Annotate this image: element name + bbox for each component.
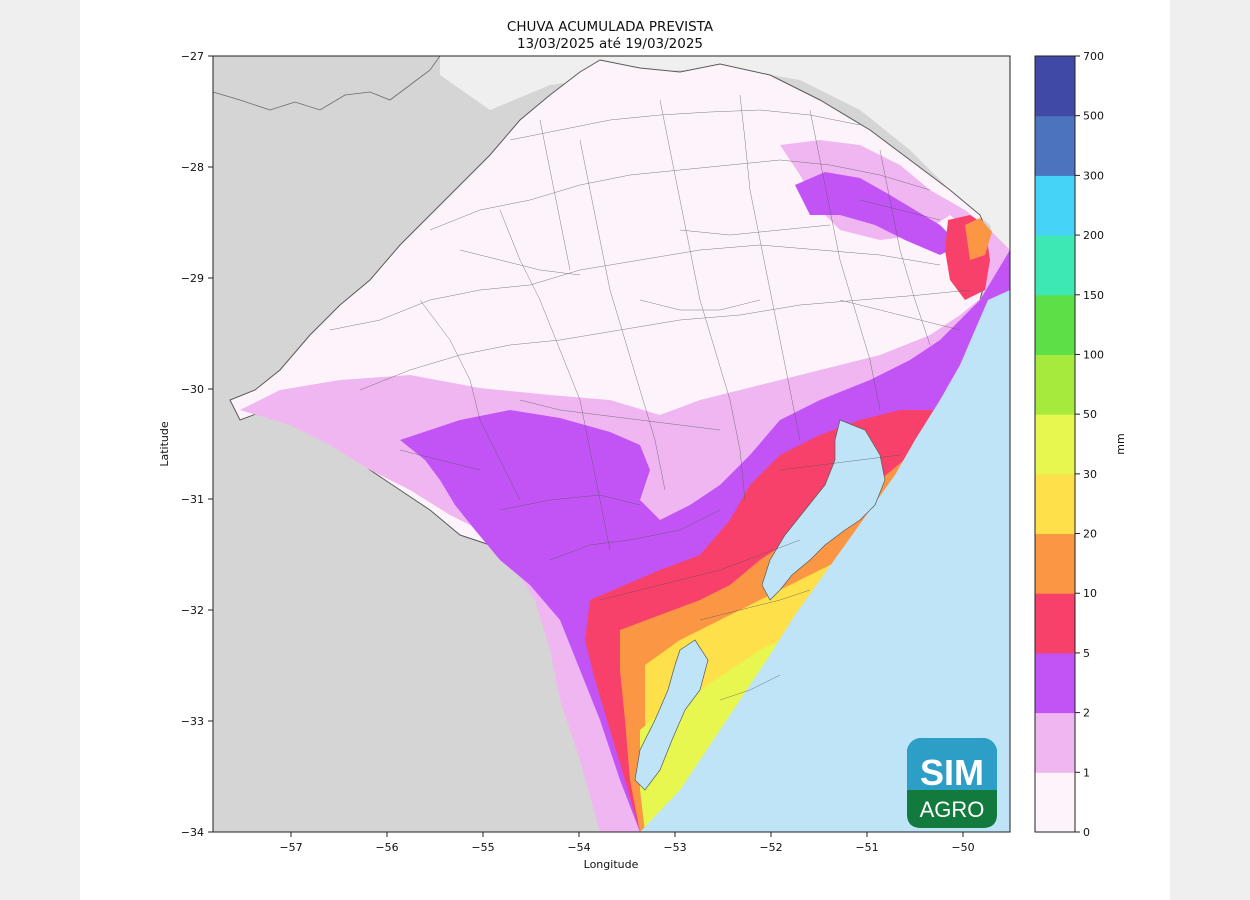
x-tick-label: −57 (279, 841, 302, 854)
x-tick-label: −52 (759, 841, 782, 854)
colorbar-tick-label: 5 (1083, 647, 1090, 660)
lagoa-mirim (634, 639, 709, 791)
x-tick-label: −53 (663, 841, 686, 854)
colorbar-swatch (1035, 712, 1075, 773)
colorbar-swatch (1035, 115, 1075, 176)
colorbar-swatch (1035, 354, 1075, 415)
y-tick-label: −31 (181, 493, 204, 506)
x-tick-label: −50 (951, 841, 974, 854)
colorbar-tick-label: 50 (1083, 408, 1097, 421)
x-tick-label: −56 (375, 841, 398, 854)
colorbar-unit-label: mm (1114, 433, 1127, 454)
y-axis: −27 −28 −29 −30 −31 −32 −33 −34 Latitude (158, 50, 213, 839)
map-plot (213, 56, 1010, 832)
neighbor-land-north (440, 56, 1010, 290)
x-tick-label: −54 (567, 841, 590, 854)
colorbar-swatch (1035, 652, 1075, 714)
map-subtitle: 13/03/2025 até 19/03/2025 (517, 36, 703, 52)
colorbar-tick-label: 2 (1083, 707, 1090, 720)
colorbar-tick-label: 1 (1083, 766, 1090, 779)
simagro-logo: SIM AGRO (907, 738, 997, 828)
colorbar: 0 1 2 5 10 20 30 50 100 150 200 300 500 700 mm (1034, 50, 1127, 839)
logo-sim-text: SIM (920, 752, 984, 793)
colorbar-tick-label: 0 (1083, 826, 1090, 839)
y-tick-label: −32 (181, 604, 204, 617)
ocean-coast (640, 290, 1010, 832)
map-title: CHUVA ACUMULADA PREVISTA (507, 19, 714, 35)
rain-band-2-5-north (795, 172, 960, 255)
x-tick-label: −55 (471, 841, 494, 854)
colorbar-swatch (1035, 593, 1075, 654)
colorbar-tick-label: 150 (1083, 289, 1104, 302)
rain-band-10-20-northeast (965, 218, 992, 260)
y-tick-label: −29 (181, 272, 204, 285)
colorbar-swatch (1035, 235, 1075, 296)
colorbar-swatch (1035, 175, 1075, 236)
colorbar-tick-label: 300 (1083, 169, 1104, 182)
colorbar-swatch (1035, 56, 1075, 117)
colorbar-tick-label: 10 (1083, 587, 1097, 600)
y-tick-label: −30 (181, 383, 204, 396)
colorbar-swatch (1035, 533, 1075, 594)
municipal-borders (329, 94, 971, 701)
y-tick-label: −27 (181, 50, 204, 63)
colorbar-swatch (1035, 414, 1075, 475)
colorbar-swatch (1035, 772, 1075, 833)
y-tick-label: −33 (181, 715, 204, 728)
map-frame (212, 55, 1011, 833)
x-axis: −57 −56 −55 −54 −53 −52 −51 −50 Longitud… (279, 832, 975, 871)
y-tick-label: −28 (181, 161, 204, 174)
country-border-north (213, 56, 441, 111)
colorbar-frame (1034, 55, 1076, 833)
colorbar-swatches (1035, 56, 1075, 833)
logo-agro-text: AGRO (920, 797, 985, 822)
colorbar-tick-label: 500 (1083, 110, 1104, 123)
colorbar-swatch (1035, 294, 1075, 355)
x-tick-label: −51 (855, 841, 878, 854)
colorbar-ticks: 0 1 2 5 10 20 30 50 100 150 200 300 500 700 (1075, 50, 1104, 839)
lagoa-dos-patos (761, 419, 886, 601)
colorbar-tick-label: 200 (1083, 229, 1104, 242)
colorbar-tick-label: 30 (1083, 468, 1097, 481)
forecast-figure: CHUVA ACUMULADA PREVISTA 13/03/2025 até … (80, 0, 1170, 900)
y-axis-label: Latitude (158, 421, 171, 467)
colorbar-tick-label: 100 (1083, 348, 1104, 361)
colorbar-tick-label: 700 (1083, 50, 1104, 63)
y-tick-label: −34 (181, 826, 204, 839)
colorbar-tick-label: 20 (1083, 528, 1097, 541)
x-axis-label: Longitude (584, 858, 639, 871)
colorbar-swatch (1035, 473, 1075, 535)
